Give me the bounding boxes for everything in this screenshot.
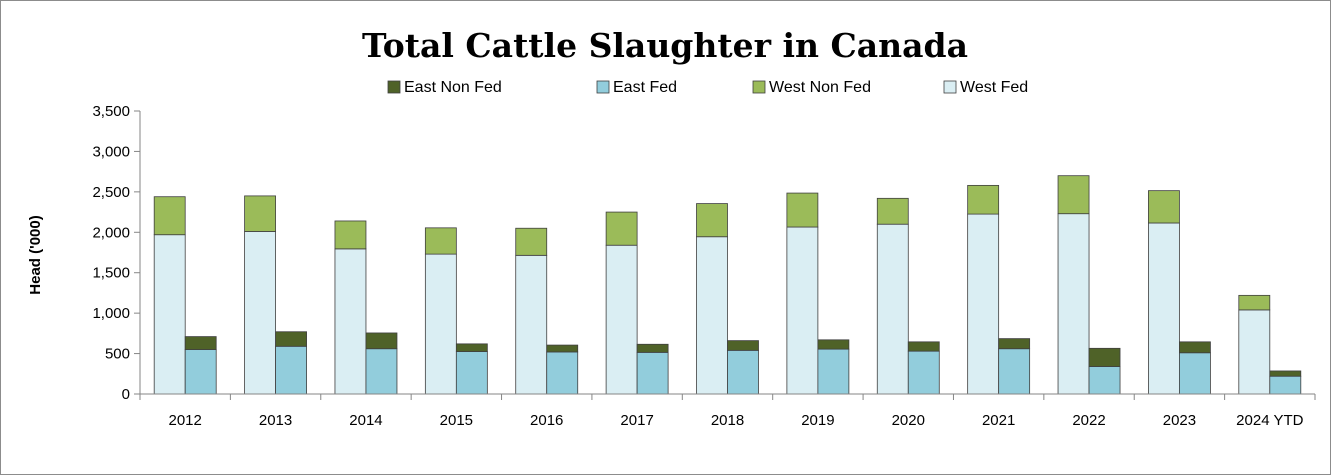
bar-east-non-fed — [727, 340, 759, 351]
bar-west-non-fed — [1057, 175, 1090, 215]
y-axis: 0 500 1,000 1,500 2,000 2,500 3,000 3,500 — [92, 103, 141, 403]
bar-east-fed — [546, 351, 579, 395]
bar-west-fed — [1148, 222, 1180, 395]
bar-east-fed — [1179, 352, 1211, 395]
bar-west-fed — [244, 231, 276, 395]
bar-east-non-fed — [455, 343, 488, 352]
bars — [153, 175, 1302, 395]
y-tick-label: 1,500 — [92, 265, 130, 282]
bar-west-fed — [1057, 213, 1090, 395]
x-tick-label: 2022 — [1072, 412, 1105, 429]
y-tick-label: 3,500 — [92, 103, 130, 120]
chart-title: Total Cattle Slaughter in Canada — [362, 26, 968, 65]
y-tick-label: 2,500 — [92, 184, 130, 201]
bar-east-non-fed — [184, 336, 217, 350]
y-tick-label: 500 — [105, 346, 130, 363]
bar-west-fed — [876, 223, 909, 395]
bar-east-non-fed — [998, 338, 1031, 350]
y-tick-label: 1,000 — [92, 305, 130, 322]
bar-east-fed — [907, 350, 940, 395]
bar-east-non-fed — [1269, 370, 1302, 377]
x-tick-label: 2018 — [711, 412, 744, 429]
x-tick-label: 2014 — [349, 412, 382, 429]
x-tick-label: 2012 — [169, 412, 202, 429]
bar-east-fed — [275, 345, 307, 395]
bar-east-non-fed — [817, 339, 850, 350]
x-tick-label: 2013 — [259, 412, 292, 429]
bar-east-fed — [455, 351, 488, 395]
legend-label-west-fed: West Fed — [960, 79, 1028, 96]
bar-west-fed — [515, 254, 548, 395]
bar-west-fed — [424, 253, 457, 395]
y-tick-label: 0 — [122, 386, 130, 403]
bar-east-fed — [184, 349, 217, 395]
bar-west-non-fed — [605, 211, 638, 246]
bar-west-fed — [334, 248, 367, 395]
y-axis-label: Head ('000) — [27, 215, 44, 294]
x-tick-label: 2016 — [530, 412, 563, 429]
x-tick-label: 2017 — [620, 412, 653, 429]
bar-west-fed — [696, 236, 728, 395]
bar-west-non-fed — [786, 192, 819, 228]
legend-swatch-west-fed — [943, 80, 957, 94]
bar-east-non-fed — [1088, 347, 1121, 367]
bar-west-non-fed — [696, 203, 728, 238]
bar-east-fed — [365, 348, 398, 395]
bar-east-fed — [1269, 375, 1302, 395]
bar-east-non-fed — [365, 332, 398, 350]
bar-east-fed — [1088, 366, 1121, 395]
legend-label-east-non-fed: East Non Fed — [404, 79, 502, 96]
legend-swatch-west-non-fed — [752, 80, 766, 94]
bar-west-non-fed — [1238, 294, 1271, 311]
bar-east-non-fed — [636, 343, 669, 353]
y-tick-label: 2,000 — [92, 224, 130, 241]
bar-east-non-fed — [546, 344, 579, 353]
bar-west-fed — [605, 244, 638, 395]
x-tick-label: 2020 — [892, 412, 925, 429]
bar-east-non-fed — [1179, 341, 1211, 354]
bar-west-non-fed — [153, 196, 186, 236]
bar-east-fed — [727, 349, 759, 395]
bar-east-fed — [817, 348, 850, 395]
bar-west-non-fed — [967, 184, 1000, 215]
legend-swatch-east-non-fed — [387, 80, 401, 94]
bar-west-non-fed — [334, 220, 367, 250]
bar-east-fed — [998, 348, 1031, 395]
x-tick-label: 2019 — [801, 412, 834, 429]
bar-east-fed — [636, 351, 669, 395]
x-tick-label: 2015 — [440, 412, 473, 429]
y-tick-label: 3,000 — [92, 143, 130, 160]
x-axis: 2012 2013 2014 2015 2016 2017 2018 2019 2020 2021… — [139, 393, 1316, 429]
bar-west-non-fed — [244, 195, 276, 232]
legend-label-east-fed: East Fed — [613, 79, 677, 96]
bar-west-non-fed — [515, 227, 548, 256]
bar-west-fed — [967, 213, 1000, 395]
x-tick-label: 2023 — [1163, 412, 1196, 429]
bar-east-non-fed — [907, 341, 940, 352]
x-tick-label: 2024 YTD — [1236, 412, 1303, 429]
bar-west-fed — [1238, 309, 1271, 395]
legend-swatch-east-fed — [596, 80, 610, 94]
legend-label-west-non-fed: West Non Fed — [769, 79, 871, 96]
bar-west-non-fed — [1148, 190, 1180, 224]
bar-west-non-fed — [424, 227, 457, 255]
bar-east-non-fed — [275, 331, 307, 347]
legend: East Non Fed East Fed West Non Fed West Fed — [387, 79, 1028, 96]
bar-west-non-fed — [876, 197, 909, 225]
bar-west-fed — [153, 234, 186, 395]
x-tick-label: 2021 — [982, 412, 1015, 429]
bar-west-fed — [786, 226, 819, 395]
